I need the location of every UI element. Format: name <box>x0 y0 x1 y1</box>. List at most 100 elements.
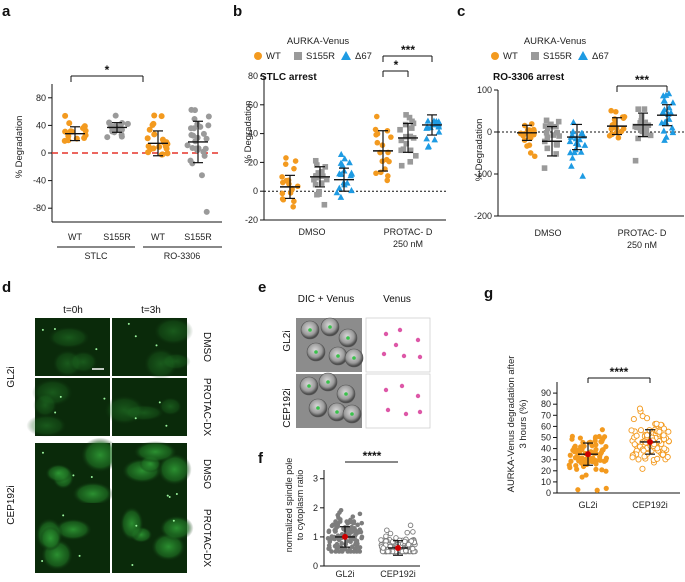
panel-b-s2-c1-point <box>431 136 439 143</box>
panel-f-1-point <box>344 519 349 524</box>
panel-c-s2-c0-point <box>569 128 577 135</box>
panel-b-s2-c0-point <box>337 159 345 166</box>
panel-g-1-point <box>574 466 580 472</box>
panel-d-cell <box>45 464 72 483</box>
panel-c-s0-c1-point <box>620 125 627 132</box>
panel-a-3-point <box>145 143 152 150</box>
panel-d-spot <box>53 328 56 331</box>
panel-d-spot <box>41 560 44 563</box>
panel-f-1-point <box>351 549 357 554</box>
panel-e-venus-dot <box>403 411 409 417</box>
panel-g-xtick-1: GL2i <box>578 500 597 510</box>
panel-d-cell <box>157 453 192 486</box>
panel-a-3-point <box>151 131 158 138</box>
panel-d-spot <box>168 495 171 498</box>
panel-g-xtick-2: CEP192i <box>632 500 668 510</box>
panel-b-s1-c0-point <box>323 176 330 183</box>
panel-g-mean-marker-1 <box>585 451 591 458</box>
panel-a-3-point <box>164 150 171 157</box>
panel-b-s1-c0-point <box>318 180 325 186</box>
panel-f-xtick-2: CEP192i <box>380 569 416 579</box>
panel-c-s2-c0-point <box>569 154 576 161</box>
panel-a-xtick-3: WT <box>151 232 165 242</box>
panel-f-ytick-label: 3 <box>313 474 318 484</box>
panel-f-2-point <box>380 545 387 551</box>
panel-c-s1-c1-point <box>637 125 644 132</box>
panel-b-s0-c0-point <box>290 203 296 210</box>
panel-b-s2-c0-point <box>347 172 355 179</box>
panel-e-venus-spot <box>308 328 312 332</box>
panel-e-venus-dot <box>417 409 423 415</box>
panel-f-1-point <box>359 535 364 541</box>
panel-e-venus-spot <box>350 412 354 416</box>
panel-g-chart: AURKA-Venus degradation after 3 hours (%… <box>506 356 680 510</box>
panel-b-s2-c1-point <box>424 117 432 124</box>
panel-f-1-point <box>359 520 365 526</box>
panel-b-legend-d67: Δ67 <box>355 51 372 62</box>
panel-d-spot <box>62 514 65 517</box>
panel-c-chart: AURKA-Venus WT S155R Δ67 RO-3306 arrest … <box>474 36 684 250</box>
panel-a-2-point <box>104 134 111 141</box>
panel-g-2-point <box>644 415 651 422</box>
panel-a-4-point <box>188 131 195 138</box>
panel-b-s2-c0-point <box>336 184 343 191</box>
panel-b-s0-c0-point <box>291 198 297 205</box>
panel-a-ytick-label: -40 <box>33 176 46 186</box>
panel-f-1-point <box>343 541 348 547</box>
panel-b-legend-wt: WT <box>266 51 281 62</box>
panel-d-spot <box>155 344 158 347</box>
panel-a-group-2: RO-3306 <box>164 251 201 261</box>
panel-g-2-point <box>659 451 666 458</box>
panel-a-ytick-label: 80 <box>36 93 46 103</box>
panel-b-s0-c1-point <box>373 113 380 120</box>
panel-c-s0-c0-point <box>531 153 538 160</box>
panel-b-chart: AURKA-Venus WT S155R Δ67 STLC arrest % D… <box>243 36 446 249</box>
panel-c-s2-c1-point <box>662 118 670 125</box>
panel-c-s1-c1-point <box>632 123 638 130</box>
panel-b-s1-c0-point <box>312 157 319 164</box>
panel-d-micrographs: t=0h t=3h DMSO PROTAC-DX DMSO PROTAC-DX … <box>6 305 212 573</box>
panel-g-1-point <box>567 464 573 471</box>
panel-c-s1-c0-point <box>544 134 551 141</box>
panel-a-1-point <box>62 112 69 119</box>
panel-c-s0-c1-point <box>621 114 628 120</box>
panel-a-ytick-label: 0 <box>41 148 46 158</box>
panel-d-spot <box>72 474 75 477</box>
panel-a-2-point <box>112 112 119 119</box>
panel-g-ytick-label: 70 <box>541 410 551 420</box>
panel-d-spot <box>90 475 93 478</box>
panel-a-4-point <box>203 135 210 142</box>
panel-e-venus-dot <box>415 393 421 399</box>
panel-b-points <box>279 112 443 210</box>
panel-f-label: f <box>258 450 264 467</box>
panel-g-1-point <box>599 427 605 433</box>
panel-d-spot <box>54 411 57 414</box>
panel-g-2-point <box>629 454 636 461</box>
panel-d-cell <box>120 506 144 541</box>
panel-d-group-1: GL2i <box>6 366 17 387</box>
panel-b-s2-c1-point <box>435 128 443 135</box>
panel-g-1-point <box>574 449 581 455</box>
panel-b-s1-c1-point <box>397 126 403 133</box>
panel-f-1-point <box>338 517 343 522</box>
panel-a-ytick-label: -80 <box>33 203 46 213</box>
panel-c-s1-c0-point <box>543 117 550 124</box>
panel-d-cell <box>40 526 62 551</box>
panel-e-venus-tile-2 <box>365 373 431 429</box>
panel-b-s0-c0-point <box>279 190 286 197</box>
panel-b-s0-c1-point <box>384 177 391 184</box>
panel-c-s1-c0-point <box>544 145 551 152</box>
panel-f-1-point <box>333 528 338 534</box>
panel-d-spot <box>131 564 134 567</box>
panel-c-title: RO-3306 arrest <box>493 72 565 83</box>
panel-b-s2-c0-point <box>346 159 353 166</box>
panel-b-s0-c0-point <box>291 165 297 172</box>
panel-c-s1-c1-point <box>639 128 646 135</box>
panel-b-s0-c0-point <box>283 155 289 161</box>
panel-a-4-point <box>205 113 212 120</box>
panel-g-2-point <box>628 427 635 434</box>
panel-c-s2-c0-point <box>572 139 580 147</box>
panel-g-1-point <box>601 434 608 440</box>
panel-c-s1-c0-point <box>541 165 548 171</box>
panel-b-ytick-label: 60 <box>248 100 258 110</box>
